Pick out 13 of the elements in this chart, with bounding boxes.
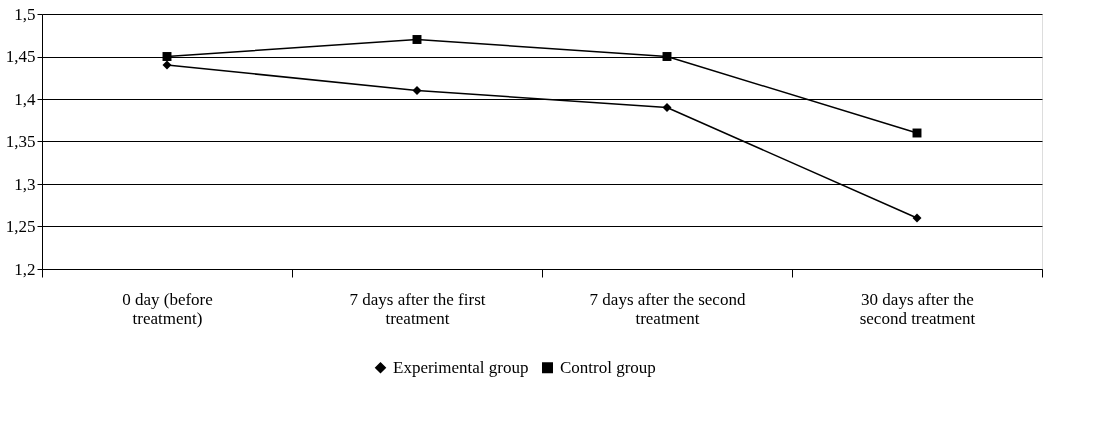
y-tick-label: 1,35 <box>5 132 36 151</box>
x-tick-label: 7 days after the first treatment <box>349 289 486 328</box>
y-tick-label: 1,2 <box>14 259 36 279</box>
legend-label: Experimental group <box>393 357 529 377</box>
x-tick-label: 7 days after the second treatment <box>589 289 746 328</box>
y-tick-label: 1,3 <box>14 174 36 194</box>
x-tick-label: 30 days after the second treatment <box>859 289 976 328</box>
y-tick-label: 1,5 <box>14 4 36 24</box>
legend-label: Control group <box>560 357 656 377</box>
x-tick-label: 0 day (before treatment) <box>122 289 213 328</box>
y-tick-label: 1,25 <box>5 217 36 236</box>
y-tick-label: 1,4 <box>14 89 36 109</box>
y-tick-label: 1,45 <box>5 47 36 66</box>
